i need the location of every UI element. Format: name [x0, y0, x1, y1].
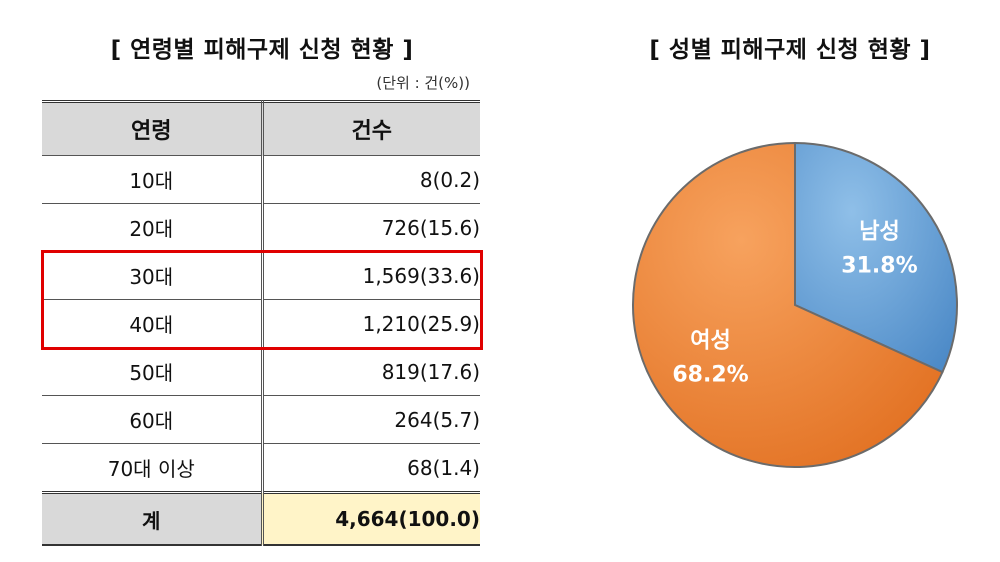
pie-title: [ 성별 피해구제 신청 현황 ] [649, 37, 931, 63]
table-title: [ 연령별 피해구제 신청 현황 ] [110, 37, 414, 63]
total-label: 계 [42, 491, 264, 546]
slice-name-label: 남성 [859, 220, 899, 245]
slice-value-label: 68.2% [672, 362, 748, 387]
pie-slice-male [794, 141, 958, 374]
age-cell: 30대 [42, 251, 264, 300]
age-cell: 10대 [42, 155, 264, 204]
count-cell: 819(17.6) [262, 347, 480, 396]
age-table: 연령 건수 10대 8(0.2) 20대 726(15.6) 30대 1,569… [42, 100, 480, 546]
total-row: 계 4,664(100.0) [42, 491, 480, 546]
count-cell: 1,210(25.9) [262, 299, 480, 348]
count-cell: 8(0.2) [262, 155, 480, 204]
table-row: 70대 이상 68(1.4) [42, 443, 480, 493]
header-age: 연령 [42, 100, 264, 156]
count-cell: 264(5.7) [262, 395, 480, 444]
age-cell: 20대 [42, 203, 264, 252]
table-row: 50대 819(17.6) [42, 347, 480, 396]
table-row: 60대 264(5.7) [42, 395, 480, 444]
table-row: 30대 1,569(33.6) [42, 251, 480, 300]
total-count: 4,664(100.0) [262, 491, 480, 546]
age-cell: 40대 [42, 299, 264, 348]
table-row: 20대 726(15.6) [42, 203, 480, 252]
count-cell: 1,569(33.6) [262, 251, 480, 300]
table-row: 10대 8(0.2) [42, 155, 480, 204]
unit-label: (단위 : 건(%)) [376, 74, 470, 92]
pie-slice-female [632, 141, 944, 468]
gender-pie-chart: 남성 31.8% 여성 68.2% [632, 141, 958, 468]
slice-name-label: 여성 [690, 328, 730, 353]
table-header-row: 연령 건수 [42, 100, 480, 156]
table-row: 40대 1,210(25.9) [42, 299, 480, 348]
age-cell: 70대 이상 [42, 443, 264, 493]
age-cell: 50대 [42, 347, 264, 396]
age-cell: 60대 [42, 395, 264, 444]
slice-value-label: 31.8% [841, 254, 917, 279]
count-cell: 726(15.6) [262, 203, 480, 252]
header-count: 건수 [262, 100, 480, 156]
count-cell: 68(1.4) [262, 443, 480, 493]
